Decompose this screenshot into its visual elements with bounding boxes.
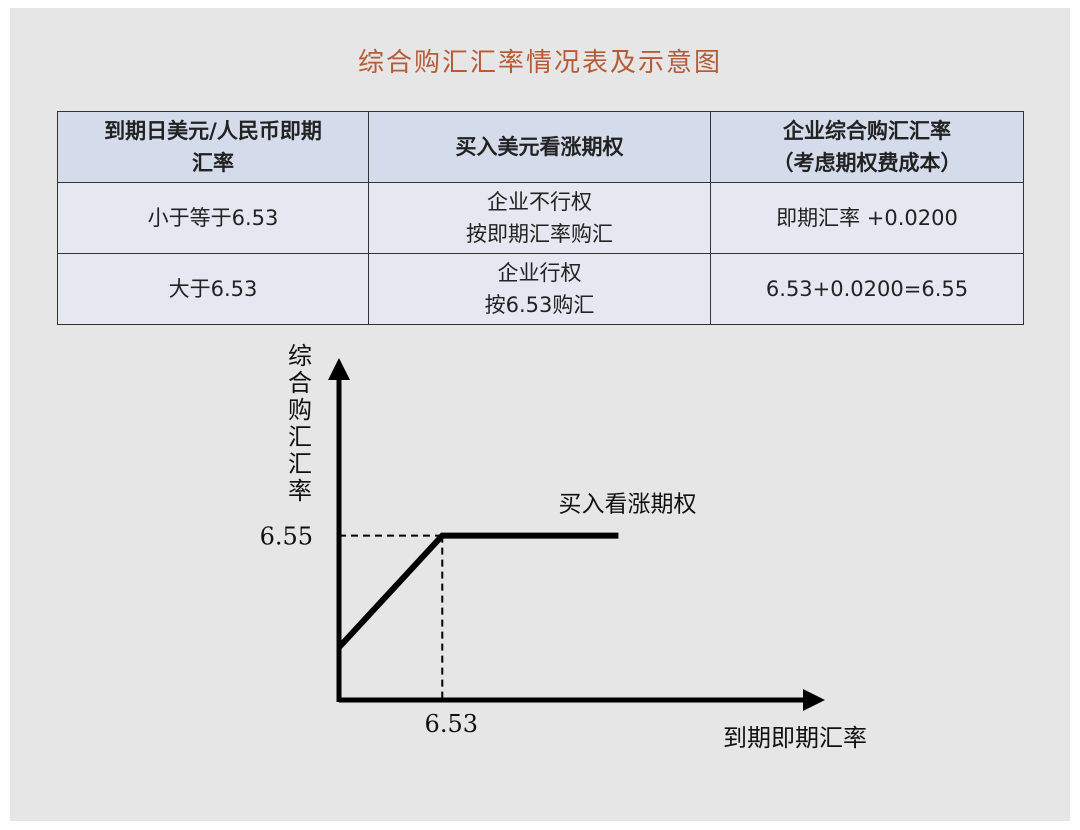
y-axis-label-char: 综 [288,342,312,370]
x-tick-label: 6.53 [425,710,478,738]
table-cell: 企业不行权 按即期汇率购汇 [368,182,711,254]
y-axis-label-char: 合 [288,369,312,397]
y-tick-label: 6.55 [260,523,313,551]
x-axis-arrow [803,689,825,711]
x-axis-label: 到期即期汇率 [723,724,867,752]
y-axis-label-char: 率 [288,477,312,505]
table-row: 小于等于6.53 企业不行权 按即期汇率购汇 即期汇率 +0.0200 [57,182,1024,254]
table-row: 大于6.53 企业行权 按6.53购汇 6.53+0.0200=6.55 [57,253,1024,325]
y-axis-label-char: 汇 [288,450,312,478]
table-cell: 即期汇率 +0.0200 [710,182,1024,254]
y-axis-arrow [328,358,350,380]
header-combined-rate: 企业综合购汇汇率 （考虑期权费成本） [710,111,1024,183]
table-cell: 6.53+0.0200=6.55 [710,253,1024,325]
series-label: 买入看涨期权 [558,492,696,518]
series-line-call-option [336,532,619,650]
table-cell: 企业行权 按6.53购汇 [368,253,711,325]
rate-table: 到期日美元/人民币即期 汇率 买入美元看涨期权 企业综合购汇汇率 （考虑期权费成本）… [57,111,1024,325]
y-axis-label-char: 汇 [288,423,312,451]
y-axis-label-char: 购 [288,396,312,424]
page-title: 综合购汇汇率情况表及示意图 [357,48,722,78]
header-spot-rate: 到期日美元/人民币即期 汇率 [57,111,369,183]
table-cell: 大于6.53 [57,253,369,325]
table-header-row: 到期日美元/人民币即期 汇率 买入美元看涨期权 企业综合购汇汇率 （考虑期权费成本） [57,111,1024,183]
